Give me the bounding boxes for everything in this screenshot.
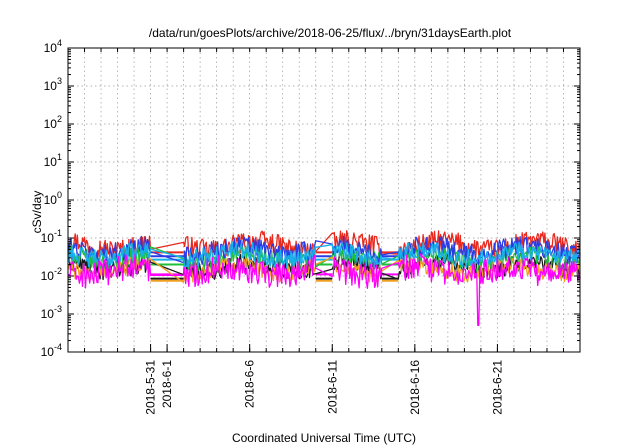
series-line (67, 241, 581, 269)
y-tick-label: 103 (44, 76, 62, 93)
grid-lines (68, 48, 580, 352)
y-tick-label: 100 (44, 190, 62, 207)
y-tick-label: 102 (44, 114, 62, 131)
series-lines (67, 230, 581, 327)
x-tick-label: 2018-6-21 (490, 360, 504, 415)
x-tick-label: 2018-6-11 (325, 360, 339, 414)
x-axis-label: Coordinated Universal Time (UTC) (232, 431, 416, 445)
y-tick-label: 101 (44, 152, 62, 169)
x-tick-label: 2018-6-1 (160, 360, 174, 408)
x-tick-label: 2018-6-16 (408, 360, 422, 415)
x-tick-label: 2018-5-31 (144, 360, 158, 415)
x-tick-label: 2018-6-6 (243, 360, 257, 408)
y-tick-label: 10-4 (41, 342, 62, 359)
y-tick-label: 10-3 (41, 304, 62, 321)
y-tick-label: 10-1 (41, 228, 62, 245)
series-line (67, 235, 581, 266)
y-axis-label: cSv/day (30, 191, 44, 234)
chart-title: /data/run/goesPlots/archive/2018-06-25/f… (149, 26, 512, 40)
y-axis-ticks: 10-4 10-3 10-2 10-1 100 101 102 103 104 (41, 38, 580, 359)
y-tick-label: 104 (44, 38, 62, 55)
y-tick-label: 10-2 (41, 266, 62, 283)
series-line (67, 253, 581, 327)
x-axis-ticks: 2018-5-31 2018-6-1 2018-6-6 2018-6-11 2018-6… (84, 48, 564, 415)
